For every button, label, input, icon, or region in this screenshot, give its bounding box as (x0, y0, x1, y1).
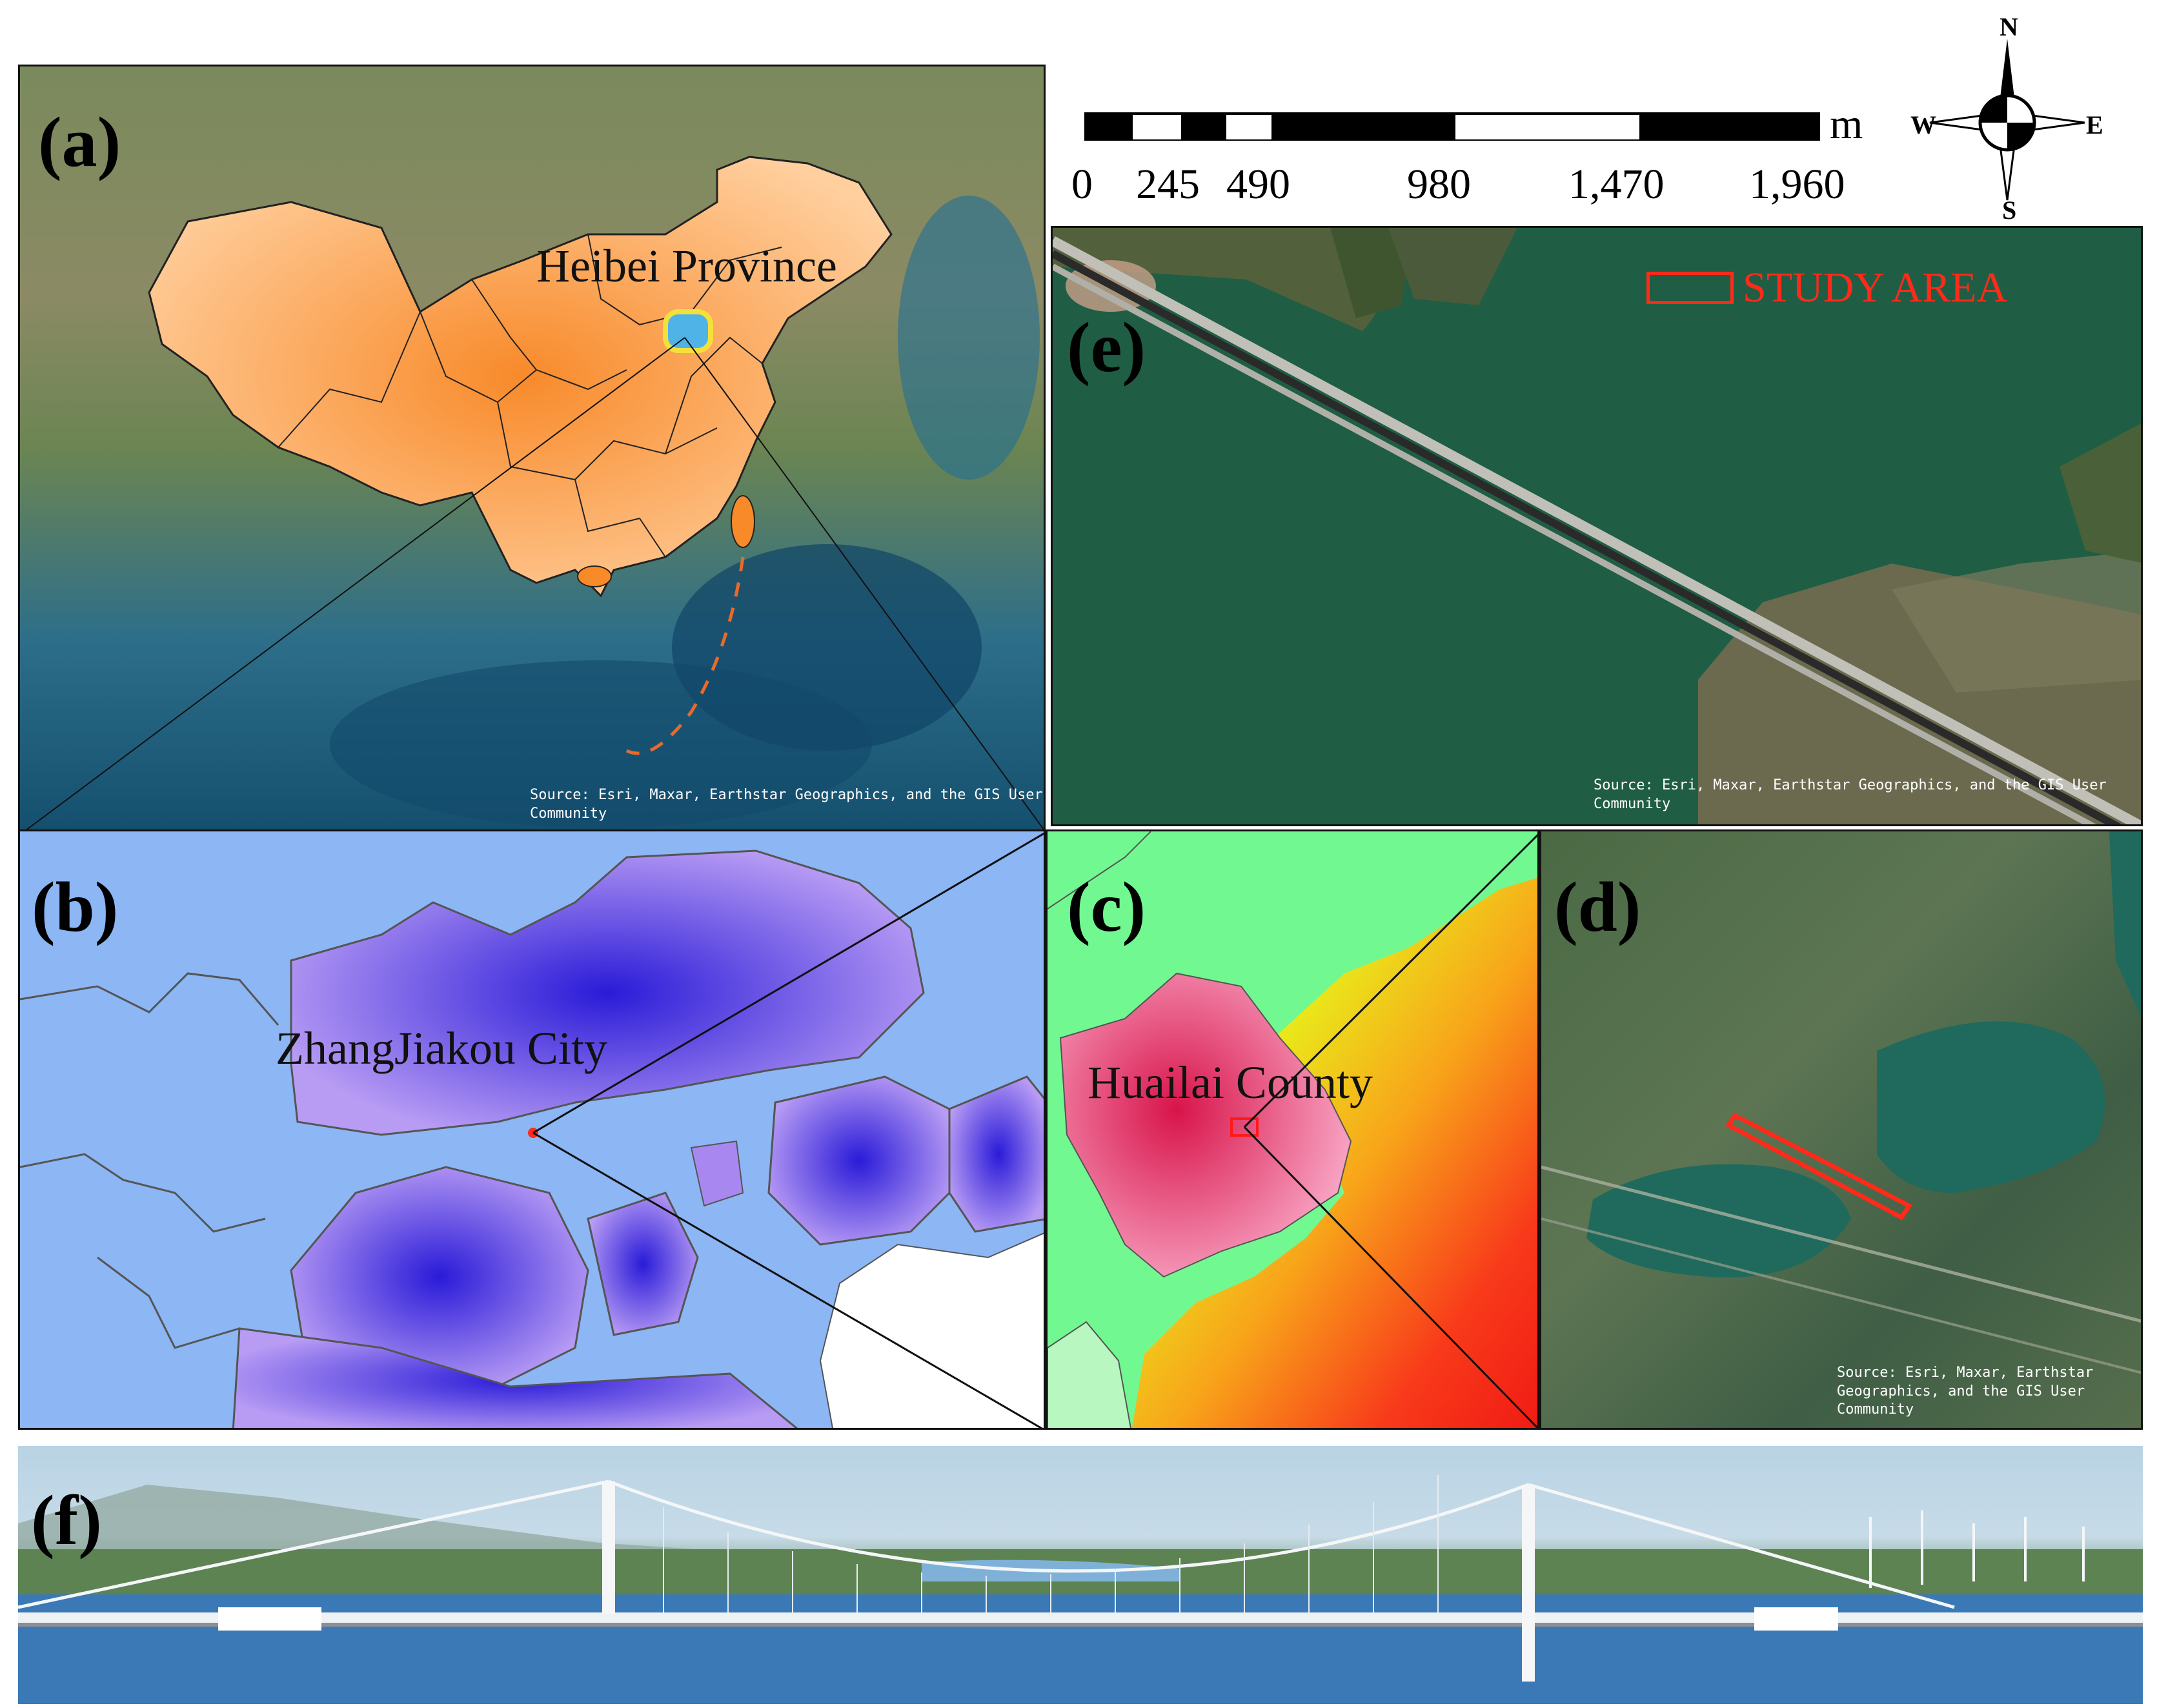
compass-north: N (2000, 12, 2018, 41)
panel-d-attribution: Source: Esri, Maxar, Earthstar Geographi… (1837, 1365, 2094, 1418)
city-map (20, 832, 1044, 1428)
study-area-legend: STUDY AREA (1646, 263, 2007, 312)
scale-tick-1470: 1,470 (1568, 161, 1665, 208)
zhangjiakou-city-label: ZhangJiakou City (276, 1022, 607, 1074)
scale-tick-980: 980 (1407, 161, 1471, 208)
compass-east: E (2086, 110, 2103, 139)
panel-b-city-map: (b) ZhangJiakou City (18, 829, 1046, 1430)
panel-e-bridge-satellite: (e) STUDY AREA Source: Esri, Maxar, Eart… (1051, 226, 2143, 826)
panel-c-label: (c) (1067, 868, 1146, 946)
compass-rose: N S W E (1910, 12, 2104, 225)
panel-f-label: (f) (31, 1481, 102, 1560)
panel-c-county-map: (c) Huailai County (1046, 829, 1539, 1430)
panel-a-china-map: (a) Heibei Province Source: Esri, Maxar,… (18, 65, 1046, 833)
compass-west: W (1910, 110, 1936, 139)
panel-a-label: (a) (38, 103, 121, 181)
panel-d-satellite-map: (d) Source: Esri, Maxar, Earthstar Geogr… (1539, 829, 2143, 1430)
compass-icon (1929, 39, 2085, 201)
panel-e-label: (e) (1067, 308, 1146, 387)
heibei-province-label: Heibei Province (536, 240, 837, 292)
scale-bar (1083, 111, 1820, 142)
scale-tick-1960: 1,960 (1749, 161, 1845, 208)
huailai-county-label: Huailai County (1088, 1057, 1373, 1108)
panel-f-bridge-photo: (f) (18, 1446, 2143, 1704)
county-elevation-map (1048, 831, 1537, 1428)
panel-d-label: (d) (1554, 868, 1641, 946)
study-area-legend-label: STUDY AREA (1743, 264, 2008, 311)
suspension-bridge-photo (18, 1475, 2143, 1704)
panel-a-attribution: Source: Esri, Maxar, Earthstar Geographi… (530, 787, 1043, 822)
scale-unit: m (1830, 101, 1863, 148)
scale-tick-490: 490 (1226, 161, 1290, 208)
reservoir-satellite (1541, 831, 2141, 1374)
study-area-legend-swatch (1646, 272, 1734, 304)
china-map (24, 156, 1044, 831)
bridge-satellite (1053, 228, 2141, 824)
scale-bar-graphic (1083, 112, 1820, 141)
scale-tick-245: 245 (1136, 161, 1200, 208)
compass-south: S (2002, 196, 2017, 225)
panel-b-label: (b) (32, 868, 119, 946)
scale-tick-0: 0 (1071, 161, 1093, 208)
panel-e-attribution: Source: Esri, Maxar, Earthstar Geographi… (1594, 777, 2107, 812)
